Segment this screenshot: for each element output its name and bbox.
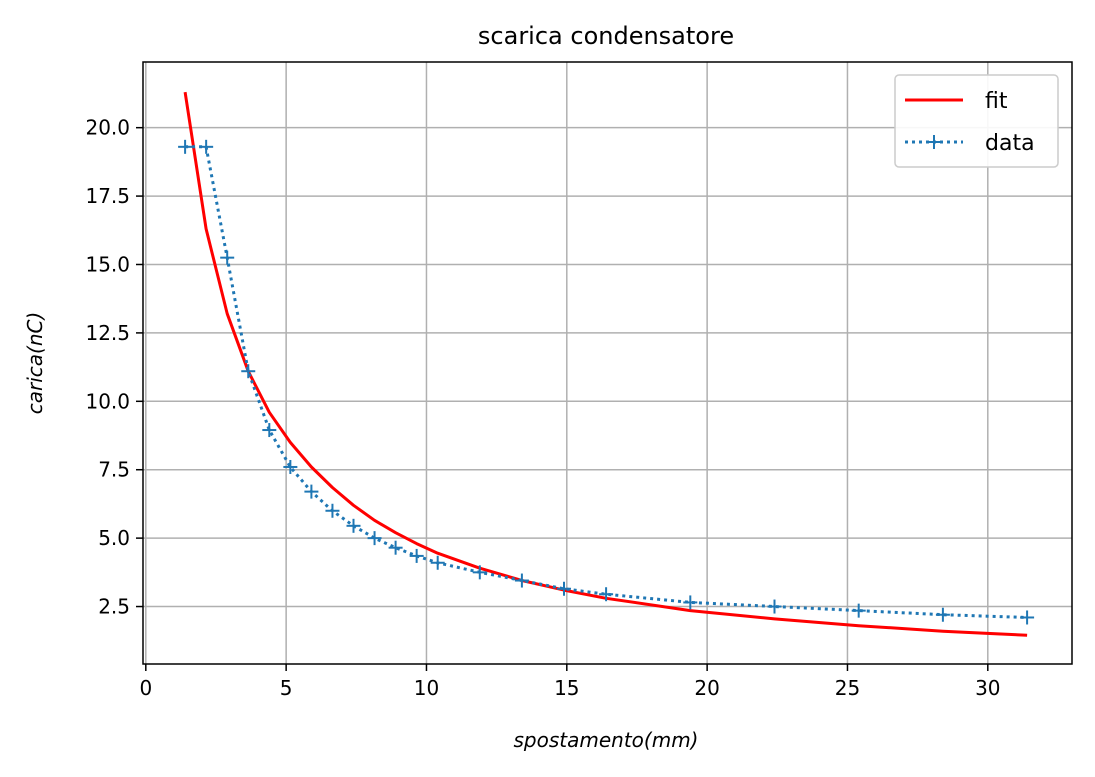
y-tick-label: 15.0 <box>85 252 130 276</box>
data-point-marker <box>367 531 382 546</box>
legend: fit data <box>894 74 1059 168</box>
data-point-marker <box>304 484 319 499</box>
data-point-marker <box>767 599 782 614</box>
x-tick-label: 25 <box>835 676 860 700</box>
legend-fit-label: fit <box>985 89 1008 114</box>
x-tick-label: 5 <box>280 676 293 700</box>
series-layer <box>178 91 1035 637</box>
data-point-marker <box>556 581 571 596</box>
x-axis-label: spostamento(mm) <box>514 728 699 752</box>
y-tick-label: 20.0 <box>85 116 130 140</box>
grid <box>143 62 1072 664</box>
data-point-marker <box>346 518 361 533</box>
x-tick-label: 30 <box>975 676 1000 700</box>
data-point-marker <box>220 250 235 265</box>
plot-frame <box>142 61 1073 665</box>
data-point-marker <box>851 603 866 618</box>
x-tick-label: 10 <box>414 676 439 700</box>
x-tick-label: 20 <box>694 676 719 700</box>
y-tick-label: 5.0 <box>98 526 130 550</box>
data-point-marker <box>1020 610 1035 625</box>
data-point-marker <box>683 595 698 610</box>
data-point-marker <box>241 364 256 379</box>
data-point-marker <box>599 587 614 602</box>
data-point-marker <box>199 139 214 154</box>
y-axis-label: carica(nC) <box>23 312 47 415</box>
y-tick-label: 10.0 <box>85 389 130 413</box>
x-tick-label: 15 <box>554 676 579 700</box>
data-point-marker <box>388 540 403 555</box>
legend-data-marker <box>927 135 941 149</box>
data-point-marker <box>472 565 487 580</box>
data-point-marker <box>283 459 298 474</box>
data-point-marker <box>178 139 193 154</box>
y-tick-label: 2.5 <box>98 595 130 619</box>
data-point-marker <box>262 423 277 438</box>
data-point-marker <box>409 548 424 563</box>
data-point-marker <box>325 503 340 518</box>
data-point-marker <box>935 607 950 622</box>
y-tick-label: 17.5 <box>85 184 130 208</box>
series-line-data <box>185 145 1028 619</box>
y-tick-label: 7.5 <box>98 458 130 482</box>
data-point-marker <box>430 555 445 570</box>
x-tick-label: 0 <box>139 676 152 700</box>
legend-data-label: data <box>985 131 1035 156</box>
y-tick-label: 12.5 <box>85 321 130 345</box>
legend-box <box>894 74 1059 168</box>
ticks: 0 5 10 15 20 25 30 2.5 5.0 7.5 10.0 12.5 15.0 17.5 20.… <box>85 116 1000 700</box>
data-point-marker <box>514 573 529 588</box>
series-line-fit <box>183 91 1028 637</box>
chart-title: scarica condensatore <box>478 22 734 50</box>
